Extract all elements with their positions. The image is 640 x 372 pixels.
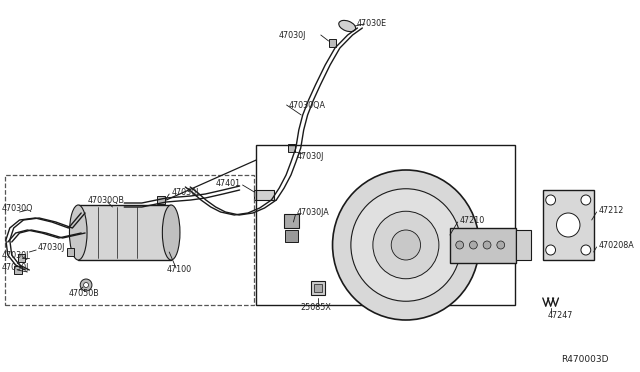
Circle shape: [456, 241, 463, 249]
Bar: [450, 228, 516, 263]
Circle shape: [546, 195, 556, 205]
Text: 47030E: 47030E: [357, 19, 387, 28]
Text: 47030J: 47030J: [279, 31, 306, 39]
Circle shape: [557, 213, 580, 237]
Circle shape: [497, 241, 505, 249]
Bar: [311, 281, 324, 295]
Ellipse shape: [70, 205, 87, 260]
Ellipse shape: [163, 205, 180, 260]
Text: R470003D: R470003D: [561, 356, 609, 365]
Bar: [285, 230, 298, 242]
Bar: [328, 39, 337, 47]
Bar: [67, 248, 74, 256]
Bar: [5, 175, 254, 305]
Bar: [78, 205, 171, 260]
Text: 47030J: 47030J: [171, 187, 198, 196]
Text: 47247: 47247: [548, 311, 573, 321]
Text: 47212: 47212: [598, 205, 624, 215]
Bar: [256, 145, 515, 305]
Ellipse shape: [339, 20, 356, 32]
Text: 47030JA: 47030JA: [296, 208, 329, 217]
Circle shape: [581, 245, 591, 255]
Text: 47030J: 47030J: [37, 244, 65, 253]
Circle shape: [581, 195, 591, 205]
Bar: [516, 230, 531, 260]
Text: 47030J: 47030J: [296, 151, 324, 160]
Circle shape: [333, 170, 479, 320]
Text: 470208A: 470208A: [598, 241, 634, 250]
Bar: [287, 144, 296, 152]
Text: 47030QA: 47030QA: [289, 100, 326, 109]
Text: 47030J: 47030J: [2, 250, 29, 260]
Circle shape: [84, 282, 88, 288]
Bar: [13, 266, 22, 274]
Text: 47210: 47210: [460, 215, 485, 224]
Circle shape: [483, 241, 491, 249]
Circle shape: [373, 211, 439, 279]
Circle shape: [391, 230, 420, 260]
Text: 25085X: 25085X: [300, 304, 331, 312]
Circle shape: [546, 245, 556, 255]
Text: 47030J: 47030J: [2, 263, 29, 273]
Text: 47050B: 47050B: [68, 289, 99, 298]
Circle shape: [470, 241, 477, 249]
Text: 47401: 47401: [215, 179, 240, 187]
Text: 47100: 47100: [166, 266, 191, 275]
Bar: [254, 190, 274, 200]
Bar: [314, 284, 322, 292]
Bar: [18, 254, 26, 262]
Text: 47030Q: 47030Q: [2, 203, 33, 212]
Bar: [543, 190, 594, 260]
Circle shape: [351, 189, 461, 301]
Bar: [157, 196, 165, 204]
Bar: [284, 214, 300, 228]
Circle shape: [80, 279, 92, 291]
Text: 47030QB: 47030QB: [88, 196, 125, 205]
